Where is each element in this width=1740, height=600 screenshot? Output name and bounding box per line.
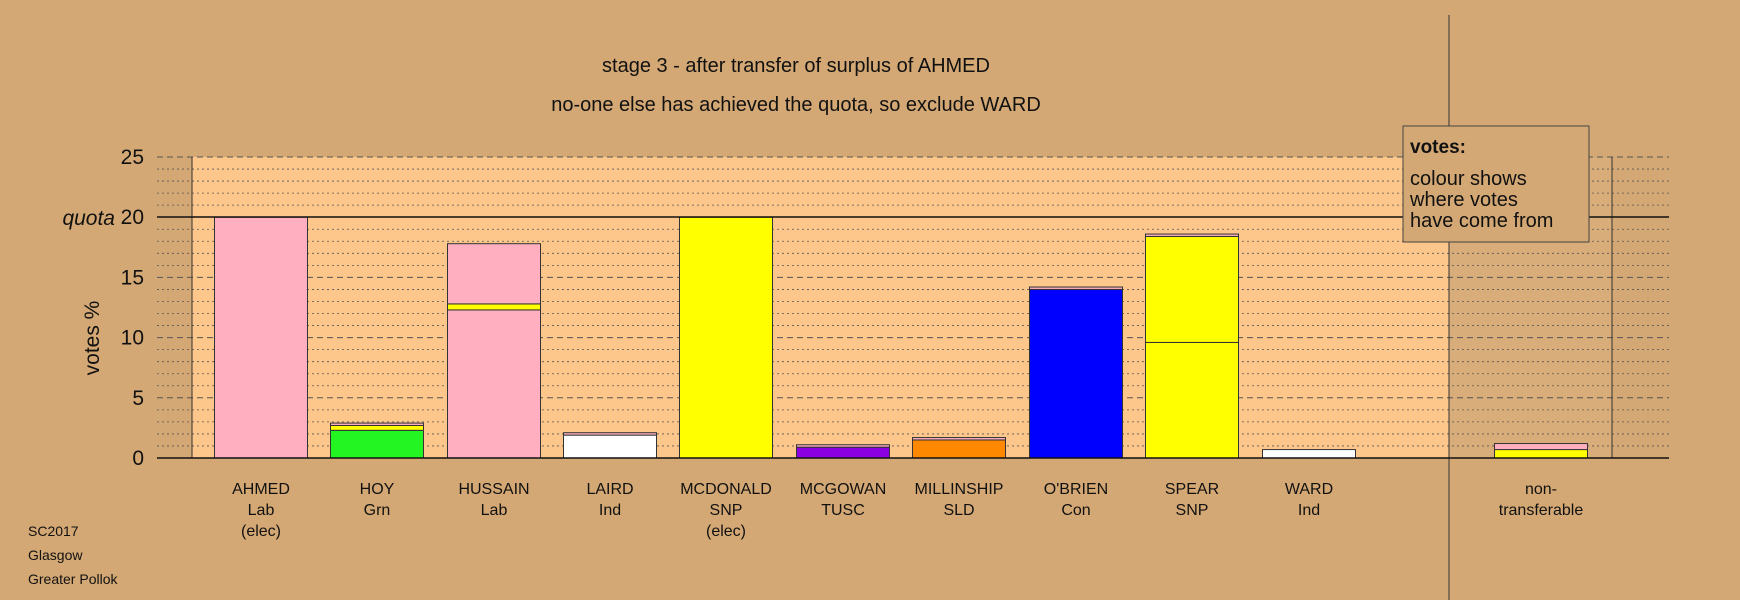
- bar-segment: [679, 216, 773, 459]
- bar-segment: [447, 243, 541, 305]
- candidate-name: SPEAR: [1165, 481, 1219, 498]
- candidate-name: AHMED: [232, 481, 290, 498]
- candidate-status: (elec): [241, 523, 281, 540]
- candidate-party: transferable: [1499, 502, 1584, 519]
- chart-subtitle: no-one else has achieved the quota, so e…: [551, 94, 1041, 116]
- bar-segment: [1029, 286, 1123, 290]
- candidate-name: HUSSAIN: [458, 481, 529, 498]
- bar-segment: [796, 446, 890, 459]
- chart-title: stage 3 - after transfer of surplus of A…: [602, 55, 990, 77]
- candidate-party: SLD: [943, 502, 974, 519]
- candidate-labels: AHMED Lab (elec) HOY Grn HUSSAIN Lab LAIRD Ind MC…: [232, 481, 1583, 540]
- legend-line-2: where votes: [1409, 189, 1518, 211]
- candidate-party: TUSC: [821, 502, 865, 519]
- footer-line-3: Greater Pollok: [28, 571, 118, 587]
- legend: votes: colour shows where votes have com…: [1402, 125, 1590, 243]
- y-tick-label: 25: [121, 146, 144, 169]
- candidate-name: HOY: [360, 481, 395, 498]
- legend-title: votes:: [1410, 137, 1466, 158]
- footer-line-1: SC2017: [28, 523, 79, 539]
- bar-segment: [1145, 233, 1239, 237]
- bar-segment: [563, 432, 657, 436]
- candidate-party: Ind: [599, 502, 621, 519]
- candidate-name: O'BRIEN: [1044, 481, 1108, 498]
- bar-segment: [1145, 235, 1239, 343]
- bar-segment: [1029, 288, 1123, 459]
- bar-segment: [563, 434, 657, 459]
- candidate-party: Grn: [364, 502, 391, 519]
- bar-segment: [330, 429, 424, 459]
- bars: [214, 216, 1588, 459]
- candidate-party: Ind: [1298, 502, 1320, 519]
- legend-line-1: colour shows: [1410, 168, 1527, 190]
- bar-segment: [796, 444, 890, 448]
- bar-segment: [330, 422, 424, 426]
- plot-area: [192, 157, 1612, 458]
- y-tick-label: 0: [132, 447, 144, 470]
- bar-segment: [912, 439, 1006, 459]
- candidate-party: SNP: [710, 502, 743, 519]
- bar-segment: [1494, 449, 1588, 459]
- candidate-name: MCDONALD: [680, 481, 772, 498]
- candidate-name: LAIRD: [586, 481, 633, 498]
- y-tick-label: 10: [121, 327, 144, 350]
- candidate-name: MCGOWAN: [800, 481, 887, 498]
- bar-segment: [912, 437, 1006, 441]
- legend-box: [1402, 125, 1590, 243]
- candidate-name: WARD: [1285, 481, 1333, 498]
- y-tick-label: 5: [132, 387, 144, 410]
- candidate-name: non-: [1525, 481, 1557, 498]
- bar-segment: [330, 424, 424, 431]
- bar-segment: [447, 303, 541, 311]
- candidate-name: MILLINSHIP: [915, 481, 1004, 498]
- bar-segment: [1262, 449, 1356, 459]
- y-axis-ticks: 0 5 10 15 20 25: [121, 146, 144, 470]
- bar-segment: [447, 309, 541, 459]
- candidate-party: Lab: [481, 502, 508, 519]
- quota-label: quota: [62, 207, 115, 230]
- candidate-party: Con: [1061, 502, 1090, 519]
- legend-line-3: have come from: [1410, 210, 1553, 232]
- candidate-party: Lab: [248, 502, 275, 519]
- candidate-status: (elec): [706, 523, 746, 540]
- bar-segment: [1494, 443, 1588, 451]
- bar-segment: [214, 216, 308, 459]
- candidate-party: SNP: [1176, 502, 1209, 519]
- y-axis-label: votes %: [81, 301, 104, 376]
- y-tick-label: 15: [121, 266, 144, 289]
- bar-segment: [1145, 341, 1239, 459]
- y-tick-label: 20: [121, 206, 144, 229]
- footer-line-2: Glasgow: [28, 547, 83, 563]
